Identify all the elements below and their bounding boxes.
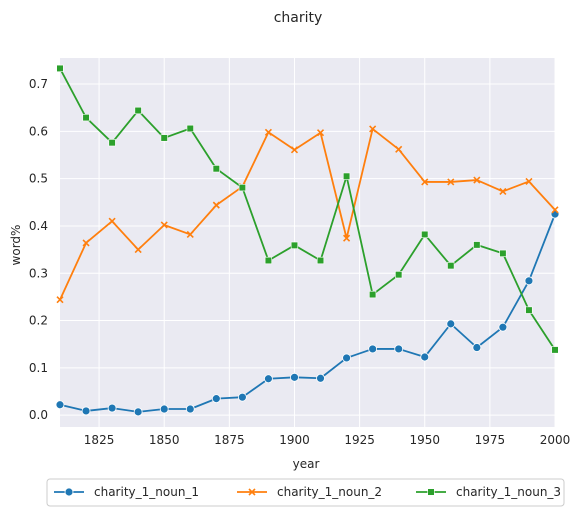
legend-label: charity_1_noun_1 [94,485,199,499]
data-point [108,139,116,147]
data-point [369,125,377,133]
x-tick-label: 1925 [344,433,375,447]
data-point [524,276,534,286]
x-tick-label: 1875 [214,433,245,447]
data-point [550,209,560,219]
legend-marker [64,487,74,497]
x-tick-label: 1825 [84,433,115,447]
series-layer [55,64,560,417]
y-tick-label: 0.3 [29,266,48,280]
y-tick-label: 0.2 [29,314,48,328]
data-point [238,184,246,192]
legend-label: charity_1_noun_3 [456,485,561,499]
data-point [369,290,377,299]
legend-item: charity_1_noun_1 [54,485,199,499]
data-point [447,178,455,186]
data-point [368,344,378,354]
y-tick-label: 0.4 [29,219,48,233]
data-point [421,178,429,186]
data-point [395,271,403,279]
y-axis-label: word% [9,225,23,266]
x-tick-label: 1950 [409,433,440,447]
x-tick-label: 1975 [475,433,506,447]
data-point [82,239,90,247]
legend-frame [46,478,565,507]
y-tick-label: 0.6 [29,124,48,138]
grid [60,58,556,427]
data-point [290,372,299,382]
data-point [55,400,65,410]
y-axis-tick-labels: 0.0 0.1 0.2 0.3 0.4 0.5 0.6 0.7 [29,77,48,422]
data-point [525,306,533,314]
legend: charity_1_noun_1 charity_1_noun_2 charity_… [46,478,565,507]
data-point [82,114,90,122]
series-charity_1_noun_3 [56,64,559,354]
legend-label: charity_1_noun_2 [277,485,382,499]
y-tick-label: 0.0 [29,408,48,422]
legend-marker [248,488,256,496]
data-point [211,394,221,404]
data-point [290,146,299,154]
data-point [446,319,456,329]
data-point [134,106,142,115]
chart-title: charity [274,10,323,26]
data-point [56,296,64,304]
data-point [212,165,220,173]
x-tick-label: 1900 [279,433,310,447]
data-point [185,404,195,414]
y-tick-label: 0.7 [29,77,48,91]
data-point [420,352,430,362]
data-point [186,230,194,239]
data-point [525,177,533,186]
data-point [264,256,273,265]
data-point [264,374,273,384]
data-point [343,234,351,242]
data-point [212,201,220,209]
legend-item: charity_1_noun_3 [416,485,561,499]
data-point [107,403,117,413]
data-point [133,407,143,417]
data-point [472,343,482,352]
data-point [108,217,116,225]
y-tick-label: 0.1 [29,361,48,375]
x-axis-tick-labels: 1825 1850 1875 1900 1925 1950 1975 2000 [84,433,570,447]
data-point [81,406,91,416]
data-point [394,344,404,354]
data-point [551,206,559,214]
data-point [551,346,559,354]
y-tick-label: 0.5 [29,172,48,186]
x-axis-label: year [293,457,320,471]
legend-item: charity_1_noun_2 [237,485,382,499]
data-point [186,124,194,133]
data-point [237,392,247,402]
data-point [499,187,507,195]
data-point [342,353,351,363]
data-point [160,221,168,229]
data-point [395,145,403,153]
data-point [316,129,325,137]
data-point [159,404,169,414]
data-point [56,64,64,73]
series-line [59,128,556,301]
plot-area [60,58,555,427]
data-point [473,241,481,249]
data-point [342,172,351,180]
data-point [134,246,142,254]
data-point [498,322,508,332]
data-point [316,256,325,265]
x-tick-label: 2000 [540,433,571,447]
data-point [316,373,325,383]
data-point [473,176,481,184]
legend-marker [427,488,435,496]
data-point [160,134,168,142]
x-tick-label: 1850 [149,433,180,447]
data-point [421,230,429,239]
data-point [499,249,507,257]
data-point [264,128,272,136]
data-point [447,262,455,270]
series-line [59,67,556,351]
series-charity_1_noun_2 [56,125,559,304]
data-point [290,241,299,249]
